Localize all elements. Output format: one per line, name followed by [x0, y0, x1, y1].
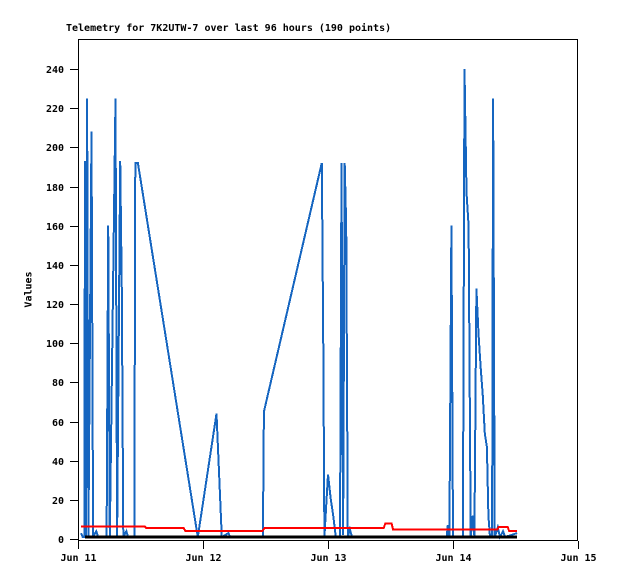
x-tick-label: Jun 14: [435, 553, 471, 564]
series-blue-channel: [80, 68, 518, 540]
x-tick-label: Jun 11: [60, 553, 96, 564]
series-red-channel: [81, 522, 518, 533]
y-tick-label: 200: [46, 143, 64, 154]
x-tick-label: Jun 13: [310, 553, 346, 564]
y-tick-label: 240: [46, 65, 64, 76]
x-tick-label: Jun 12: [185, 553, 221, 564]
x-tick-label: Jun 15: [560, 553, 596, 564]
plot-border: [78, 39, 578, 541]
y-tick-label: 160: [46, 222, 64, 233]
y-tick-label: 20: [52, 496, 64, 507]
y-tick-label: 0: [58, 535, 64, 546]
y-tick-label: 180: [46, 183, 64, 194]
y-tick-label: 100: [46, 339, 64, 350]
y-tick-label: 220: [46, 104, 64, 115]
chart-title: Telemetry for 7K2UTW-7 over last 96 hour…: [66, 23, 392, 34]
y-tick-label: 60: [52, 418, 64, 429]
y-tick-label: 40: [52, 457, 64, 468]
y-axis-label: Values: [23, 271, 35, 308]
y-tick-label: 140: [46, 261, 64, 272]
y-tick-label: 120: [46, 300, 64, 311]
y-tick-label: 80: [52, 378, 64, 389]
